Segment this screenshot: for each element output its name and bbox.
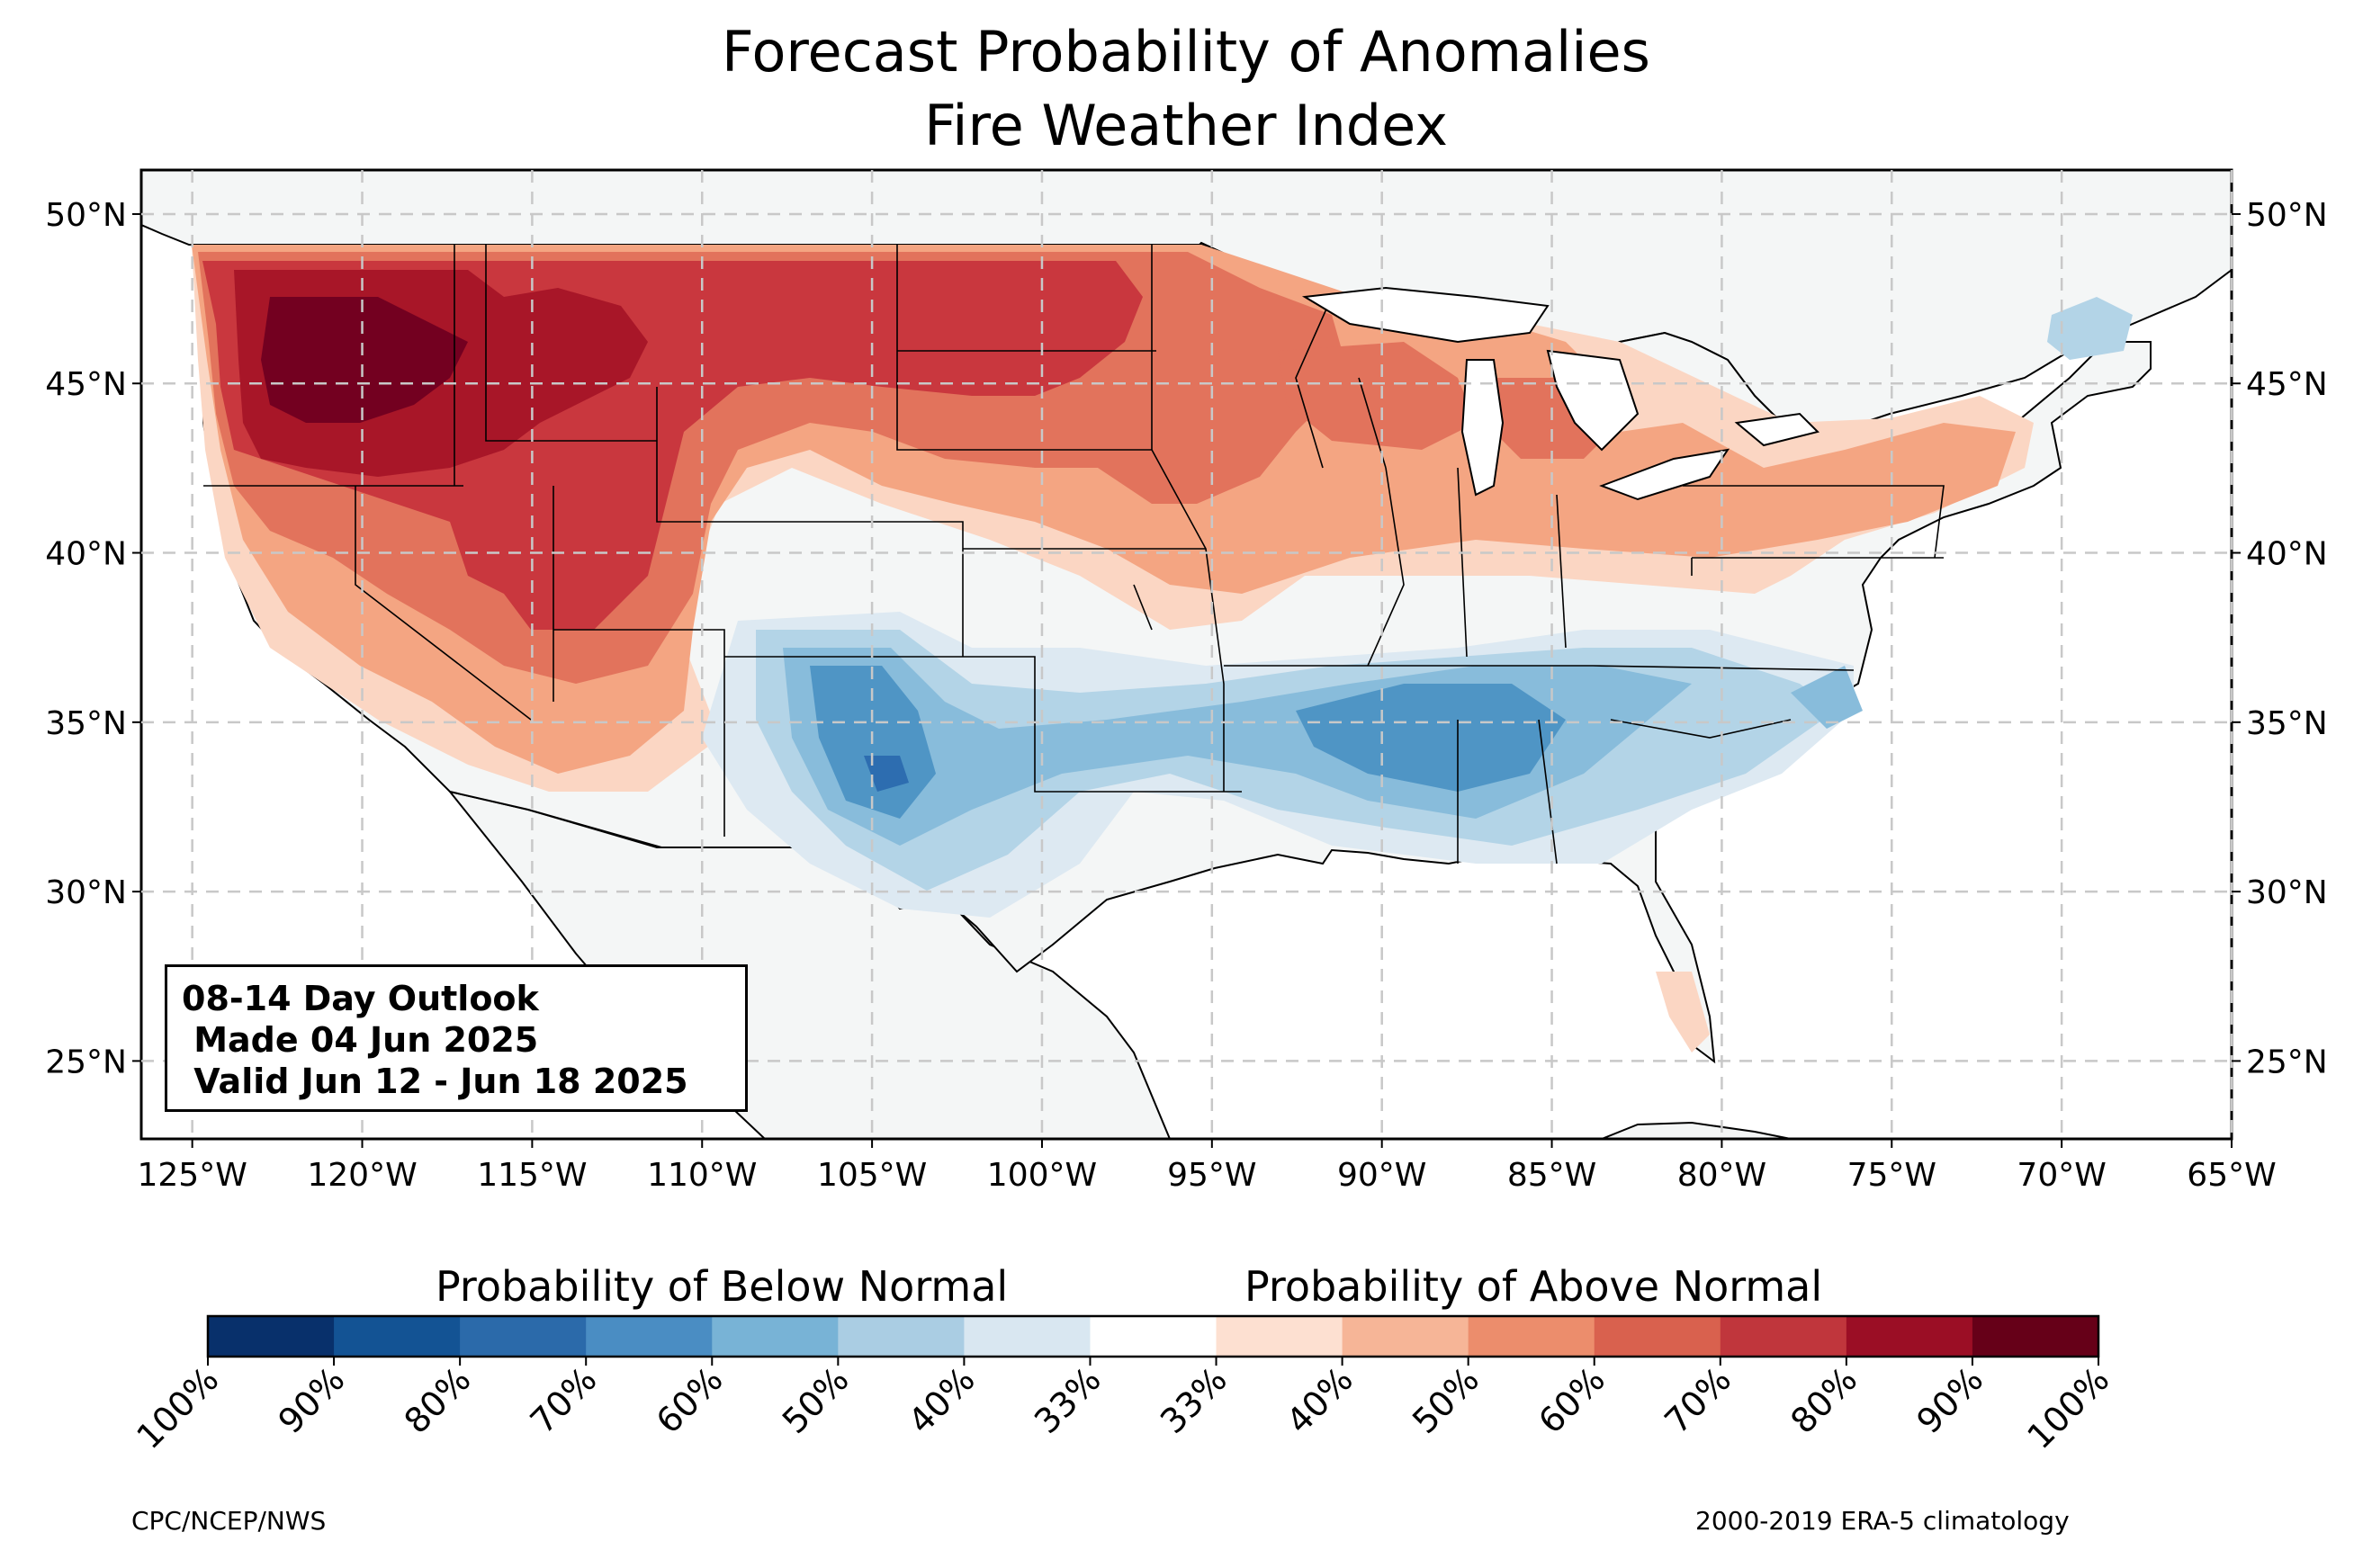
above-60-midwest	[1278, 342, 1476, 450]
colorbar-tick-label: 100%	[129, 1359, 226, 1456]
credit-right: 2000-2019 ERA-5 climatology	[1695, 1506, 2070, 1536]
above-90-region	[261, 297, 468, 423]
lat-tick-label-right: 45°N	[2246, 366, 2328, 403]
colorbar-tick-label: 100%	[2019, 1359, 2116, 1456]
below-normal-label: Probability of Below Normal	[436, 1262, 1009, 1311]
credit-left: CPC/NCEP/NWS	[131, 1506, 327, 1536]
lat-tick-label-left: 30°N	[45, 874, 127, 911]
colorbar-swatch	[1594, 1316, 1721, 1357]
graticule	[141, 170, 2233, 1139]
state-borders	[203, 245, 1945, 865]
above-normal-label: Probability of Above Normal	[1244, 1262, 1823, 1311]
lat-tick-label-right: 50°N	[2246, 197, 2328, 234]
colorbar-tick-label: 90%	[271, 1359, 353, 1441]
colorbar-tick-label: 40%	[901, 1359, 983, 1441]
lon-tick-label: 125°W	[138, 1157, 247, 1194]
outlook-valid-dates: Valid Jun 12 - Jun 18 2025	[182, 1062, 688, 1101]
longitude-ticks: 125°W 120°W 115°W 110°W 105°W 100°W 95°W 90°W 85…	[138, 1139, 2277, 1194]
outlook-made-date: Made 04 Jun 2025	[182, 1020, 539, 1060]
colorbar-swatch	[1216, 1316, 1343, 1357]
colorbar-swatch	[1846, 1316, 1973, 1357]
colorbar-swatch	[1972, 1316, 2099, 1357]
colorbar-swatch	[1090, 1316, 1217, 1357]
map-title: Forecast Probability of Anomalies	[722, 19, 1650, 85]
lon-tick-label: 70°W	[2017, 1157, 2106, 1194]
lon-tick-label: 75°W	[1847, 1157, 1936, 1194]
colorbar-tick-label: 70%	[523, 1359, 605, 1441]
lake-huron	[1546, 349, 1640, 452]
colorbar-swatch	[838, 1316, 965, 1357]
lon-tick-label: 105°W	[817, 1157, 927, 1194]
below-80-region	[864, 756, 909, 792]
outlook-info-box: 08-14 Day Outlook Made 04 Jun 2025 Valid…	[165, 964, 748, 1112]
lat-tick-label-left: 45°N	[45, 366, 127, 403]
lon-tick-label: 80°W	[1677, 1157, 1766, 1194]
lat-tick-label-right: 25°N	[2246, 1044, 2328, 1080]
colorbar-tick-label: 40%	[1279, 1359, 1361, 1441]
lake-erie	[1599, 448, 1730, 501]
colorbar: 100% 90% 80% 70% 60% 50% 40% 33% 33% 40% 50% 60% 70%…	[129, 1314, 2116, 1456]
colorbar-tick-label: 60%	[1531, 1359, 1613, 1441]
lat-tick-label-right: 35°N	[2246, 705, 2328, 742]
lat-tick-label-left: 50°N	[45, 197, 127, 234]
colorbar-tick-label: 33%	[1027, 1359, 1109, 1441]
colorbar-swatch	[964, 1316, 1091, 1357]
lon-tick-label: 85°W	[1507, 1157, 1596, 1194]
colorbar-swatch	[334, 1316, 461, 1357]
lon-tick-label: 95°W	[1167, 1157, 1256, 1194]
lat-tick-label-right: 40°N	[2246, 536, 2328, 573]
colorbar-tick-label: 70%	[1657, 1359, 1739, 1441]
below-normal-areas	[702, 297, 2133, 918]
colorbar-swatch	[208, 1316, 335, 1357]
colorbar-frame	[206, 1314, 2100, 1358]
lat-tick-label-right: 30°N	[2246, 874, 2328, 911]
colorbar-swatch	[712, 1316, 839, 1357]
colorbar-tick-label: 33%	[1153, 1359, 1235, 1441]
lake-michigan	[1460, 359, 1505, 497]
above-50-florida	[1656, 972, 1710, 1053]
colorbar-tick-label: 50%	[775, 1359, 857, 1441]
colorbar-tick-label: 60%	[649, 1359, 731, 1441]
below-50-maine	[2047, 297, 2133, 360]
lon-tick-label: 90°W	[1337, 1157, 1426, 1194]
lon-tick-label: 100°W	[987, 1157, 1097, 1194]
below-60-carolina	[1791, 666, 1863, 729]
lon-tick-label: 115°W	[477, 1157, 587, 1194]
lon-tick-label: 120°W	[307, 1157, 417, 1194]
lat-tick-label-left: 35°N	[45, 705, 127, 742]
outlook-period: 08-14 Day Outlook	[182, 979, 539, 1018]
latitude-ticks: 50°N 50°N 45°N 45°N 40°N 40°N 35°N 35°N 30°N 30°N…	[45, 197, 2328, 1080]
lat-tick-label-left: 25°N	[45, 1044, 127, 1080]
colorbar-swatch	[460, 1316, 587, 1357]
great-lakes	[1301, 286, 1819, 501]
lake-superior	[1301, 286, 1550, 344]
lake-ontario	[1734, 412, 1819, 447]
colorbar-swatch	[1720, 1316, 1847, 1357]
lat-tick-label-left: 40°N	[45, 536, 127, 573]
lon-tick-label: 110°W	[647, 1157, 757, 1194]
colorbar-tick-label: 80%	[1783, 1359, 1864, 1441]
below-70-southeast	[1296, 684, 1566, 792]
cuba-land	[1601, 1121, 1792, 1139]
colorbar-tick-label: 50%	[1405, 1359, 1487, 1441]
colorbar-swatch	[586, 1316, 713, 1357]
colorbar-swatch	[1468, 1316, 1595, 1357]
colorbar-tick-label: 80%	[397, 1359, 479, 1441]
colorbar-tick-label: 90%	[1909, 1359, 1990, 1441]
lon-tick-label: 65°W	[2187, 1157, 2276, 1194]
colorbar-swatch	[1342, 1316, 1469, 1357]
map-subtitle: Fire Weather Index	[924, 93, 1448, 158]
